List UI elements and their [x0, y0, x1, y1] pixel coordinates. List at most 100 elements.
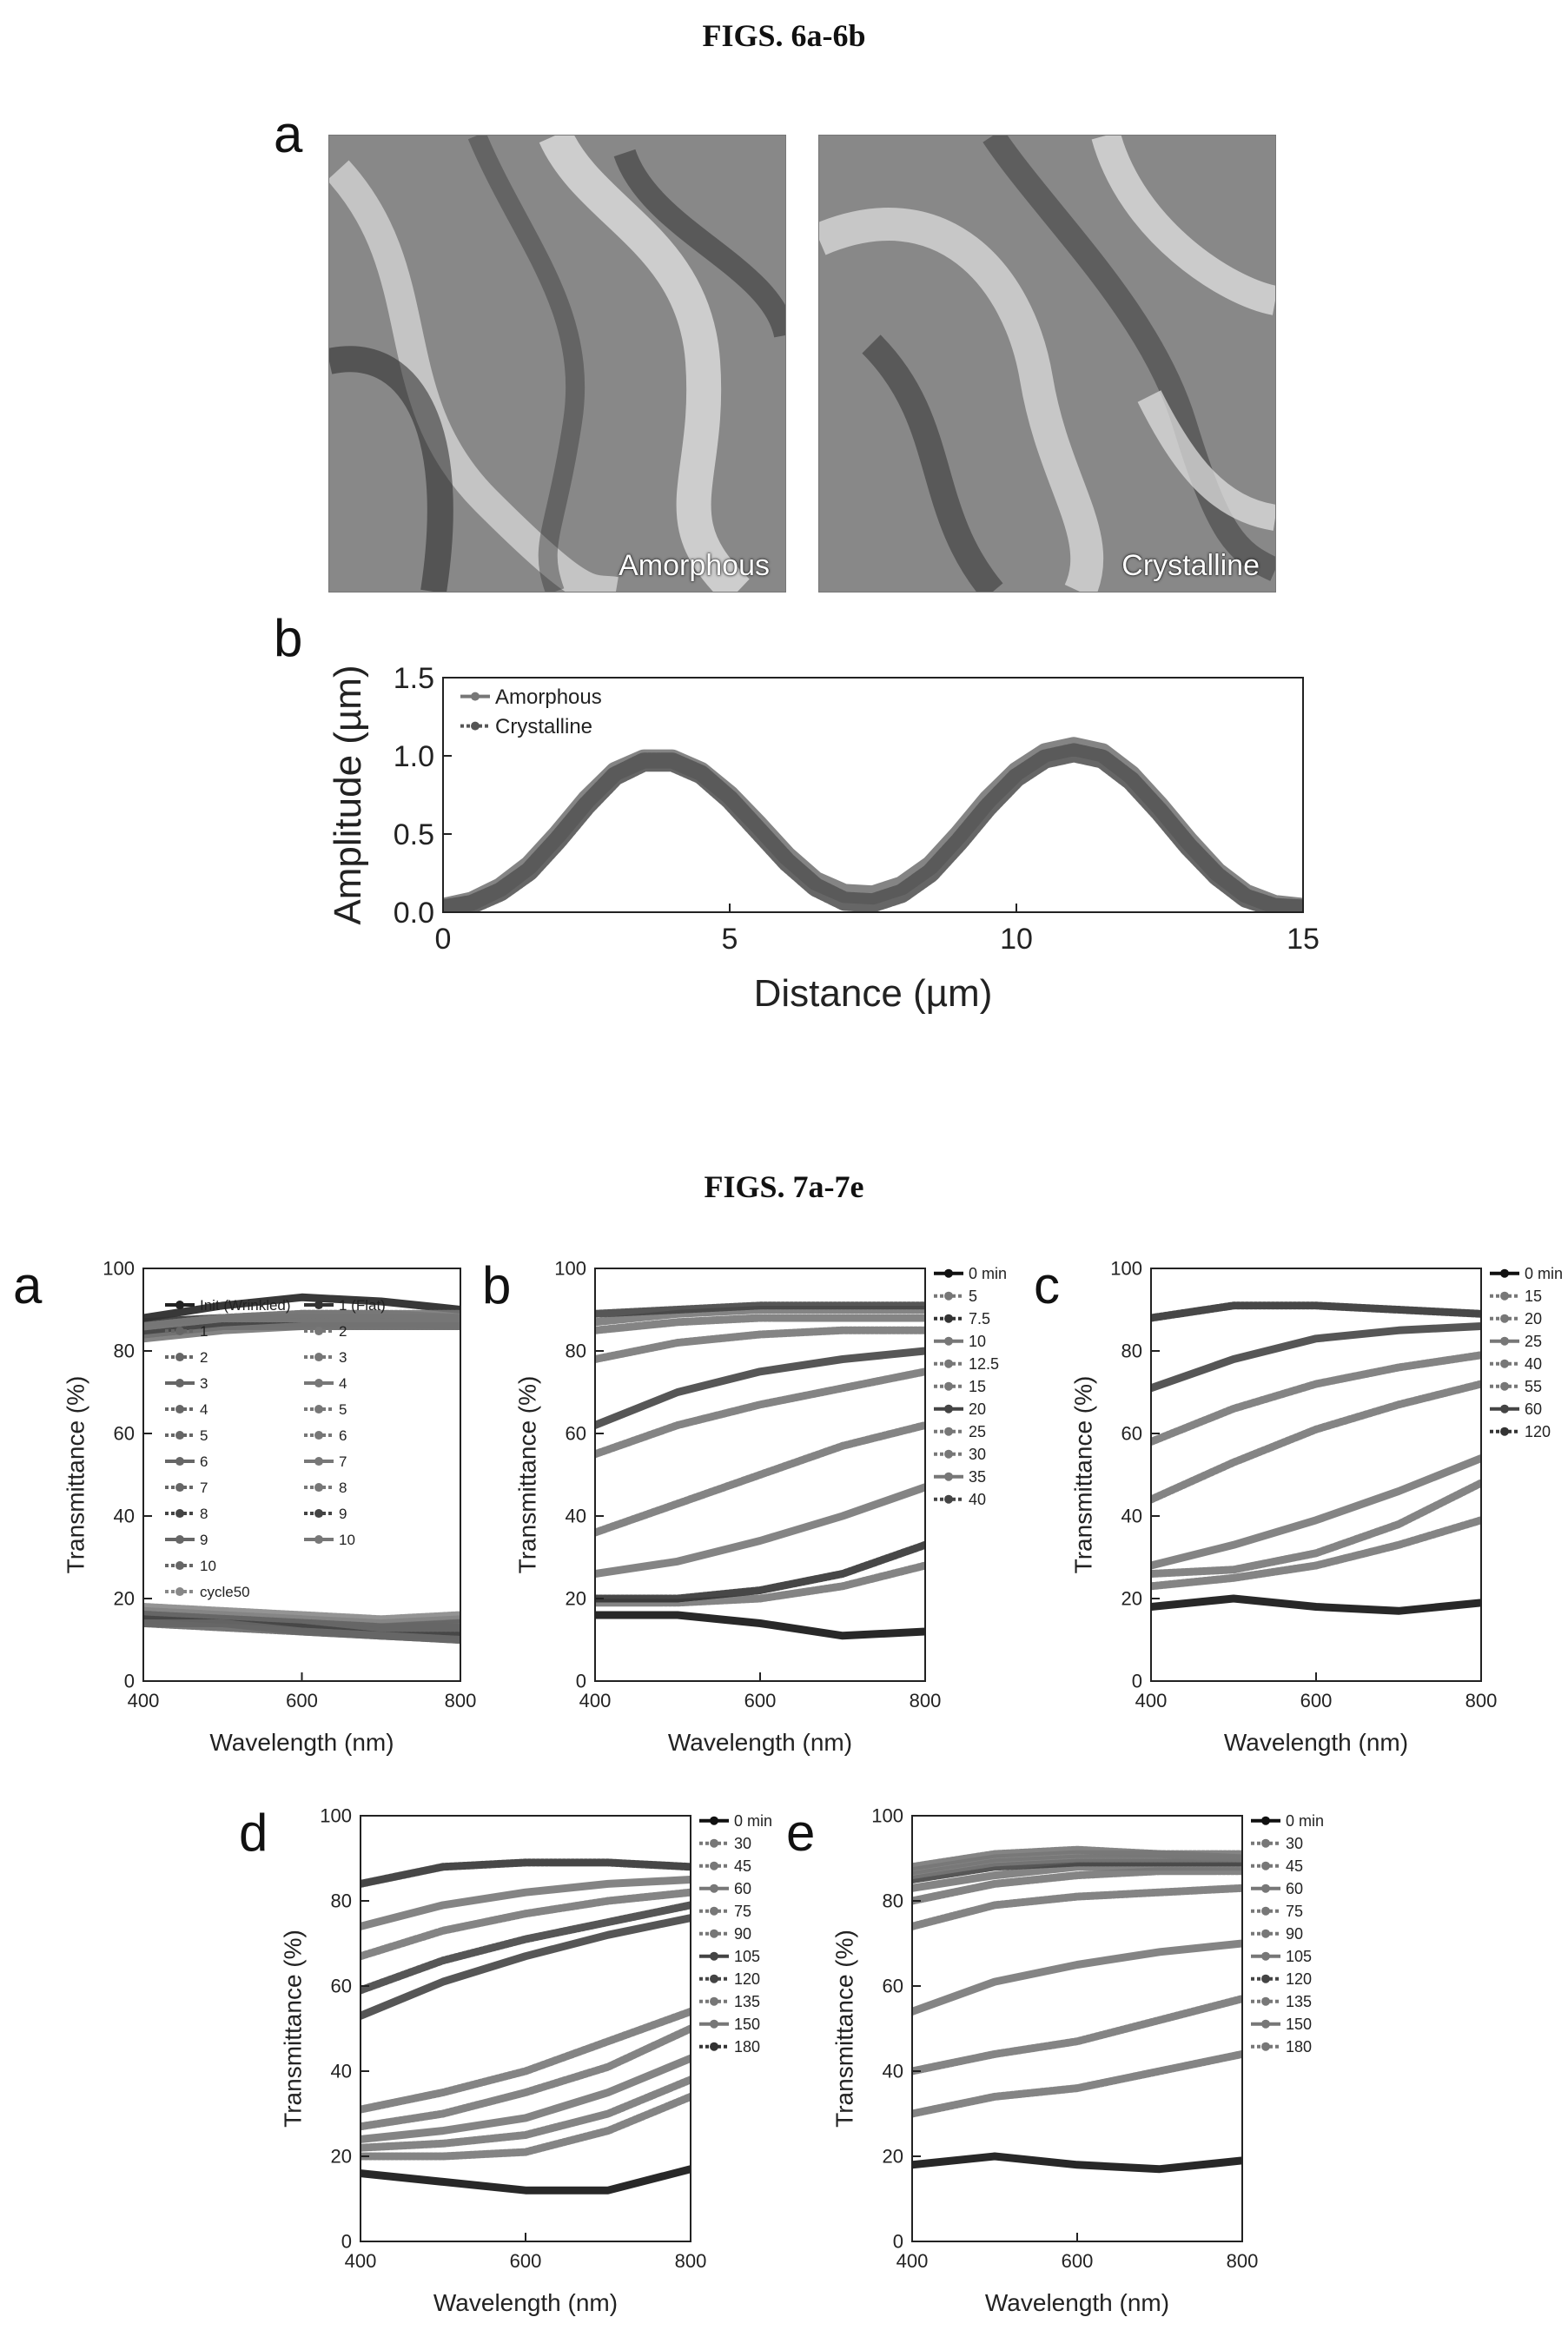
legend-label: 60 — [734, 1880, 751, 1897]
legend-marker — [1261, 2019, 1270, 2029]
y-tick-label: 20 — [1121, 1588, 1142, 1610]
legend-marker — [175, 1405, 184, 1414]
legend-label: 25 — [969, 1423, 986, 1440]
legend-label: 120 — [1286, 1970, 1312, 1988]
legend-marker — [710, 1906, 718, 1916]
micrograph-crystalline-label: Crystalline — [1121, 549, 1260, 582]
x-tick-label: 600 — [744, 1690, 777, 1711]
legend-label: 5 — [200, 1427, 208, 1444]
legend-marker — [175, 1301, 184, 1310]
y-tick-label: 80 — [883, 1890, 903, 1912]
legend-marker — [710, 1816, 718, 1825]
y-tick-label: 1.0 — [394, 740, 434, 773]
legend-label: 35 — [969, 1468, 986, 1486]
plot-frame — [442, 677, 1304, 913]
legend-label: 25 — [1525, 1333, 1542, 1350]
series-line-4 — [361, 2054, 691, 2143]
legend-marker — [1500, 1268, 1509, 1278]
legend-marker — [944, 1449, 953, 1459]
figure-6-title: FIGS. 6a-6b — [702, 18, 866, 53]
legend-marker — [710, 2019, 718, 2029]
legend-marker — [944, 1336, 953, 1346]
chart-7a: 400 600 800 0 20 40 60 80 100 Wavelength (nm) Tran… — [63, 1258, 477, 1756]
y-tick-label: 0 — [576, 1671, 586, 1692]
series-line-8 — [595, 1326, 925, 1363]
panel-label-7d: d — [239, 1804, 268, 1862]
micrograph-amorphous: Amorphous — [328, 135, 786, 593]
legend-marker — [1500, 1336, 1509, 1346]
panel-label-7e: e — [786, 1804, 816, 1862]
series-line-8 — [912, 1858, 1242, 1884]
x-tick-label: 800 — [675, 2250, 707, 2272]
legend-marker — [175, 1483, 184, 1493]
legend-marker — [314, 1301, 323, 1310]
series-group — [361, 1858, 691, 2195]
legend-marker — [314, 1457, 323, 1466]
series-line-7 — [361, 1914, 691, 2020]
panel-label-6b: b — [274, 609, 303, 667]
y-tick-label: 100 — [871, 1805, 903, 1827]
y-tick-label: 80 — [566, 1341, 586, 1362]
x-tick-label: 5 — [722, 923, 738, 956]
series-line-5 — [595, 1421, 925, 1537]
series-line-22 — [143, 1322, 460, 1343]
series-line-8 — [1151, 1301, 1481, 1322]
legend-label: 0 min — [969, 1265, 1007, 1282]
legend-label: 0 min — [1286, 1812, 1324, 1830]
y-tick-label: 100 — [103, 1258, 135, 1280]
legend-label: Init (Wrinkled) — [200, 1297, 291, 1314]
series-line-10 — [595, 1306, 925, 1327]
figure-7-title: FIGS. 7a-7e — [704, 1169, 864, 1204]
legend-label: 10 — [339, 1532, 355, 1548]
x-tick-label: 400 — [1135, 1690, 1168, 1711]
series-line-1 — [912, 2152, 1242, 2174]
x-tick-label: 600 — [286, 1690, 318, 1711]
series-line-11 — [143, 1619, 460, 1644]
legend-marker — [944, 1381, 953, 1391]
y-tick-label: 0 — [893, 2231, 903, 2253]
y-tick-label: 20 — [114, 1588, 135, 1610]
series-line-2 — [443, 743, 1303, 912]
chart-7c: 400 600 800 0 20 40 60 80 100 Wavelength (nm) Tran… — [1070, 1258, 1563, 1756]
chart-7e: 400 600 800 0 20 40 60 80 100 Wavelength (nm) Tran… — [831, 1805, 1324, 2316]
legend-label: 9 — [200, 1532, 208, 1548]
legend-label: 75 — [734, 1903, 751, 1920]
panel-label-6a: a — [274, 105, 303, 163]
x-tick-label: 400 — [896, 2250, 929, 2272]
legend-label: 180 — [734, 2038, 760, 2056]
x-tick-label: 800 — [1227, 2250, 1259, 2272]
legend-label: 3 — [339, 1349, 347, 1366]
legend-label: 15 — [1525, 1288, 1542, 1305]
legend-label: 2 — [339, 1323, 347, 1340]
series-line-2 — [1151, 1516, 1481, 1591]
legend-label: Crystalline — [495, 715, 592, 738]
series-line-5 — [912, 1884, 1242, 1930]
legend-marker — [944, 1472, 953, 1481]
legend-label: 135 — [734, 1993, 760, 2010]
legend: 0 min 5 7.5 10 12.5 15 20 25 30 35 40 — [934, 1265, 1007, 1508]
series-line-5 — [361, 2024, 691, 2131]
legend: 0 min 30 45 60 75 90 105 120 135 150 180 — [1251, 1812, 1324, 2056]
legend-label: 90 — [1286, 1925, 1303, 1943]
y-tick-label: 80 — [1121, 1341, 1142, 1362]
legend-label: 120 — [734, 1970, 760, 1988]
legend-label: Amorphous — [495, 685, 602, 709]
y-tick-label: 0 — [341, 2231, 352, 2253]
legend-label: cycle50 — [200, 1584, 250, 1600]
legend-label: 105 — [734, 1948, 760, 1965]
micrograph-amorphous-image — [329, 136, 785, 592]
y-tick-label: 80 — [114, 1341, 135, 1362]
micrograph-crystalline: Crystalline — [818, 135, 1276, 593]
legend-marker — [710, 1838, 718, 1848]
legend-marker — [710, 1861, 718, 1870]
y-tick-label: 40 — [566, 1506, 586, 1527]
series-line-11 — [595, 1301, 925, 1318]
legend-marker — [175, 1327, 184, 1336]
legend-marker — [314, 1509, 323, 1519]
legend-marker — [1261, 1974, 1270, 1983]
x-tick-label: 400 — [345, 2250, 377, 2272]
legend-marker — [1261, 1906, 1270, 1916]
legend-label: 1 (Flat) — [339, 1297, 386, 1314]
legend-marker — [710, 2042, 718, 2051]
series-line-4 — [912, 1939, 1242, 2016]
